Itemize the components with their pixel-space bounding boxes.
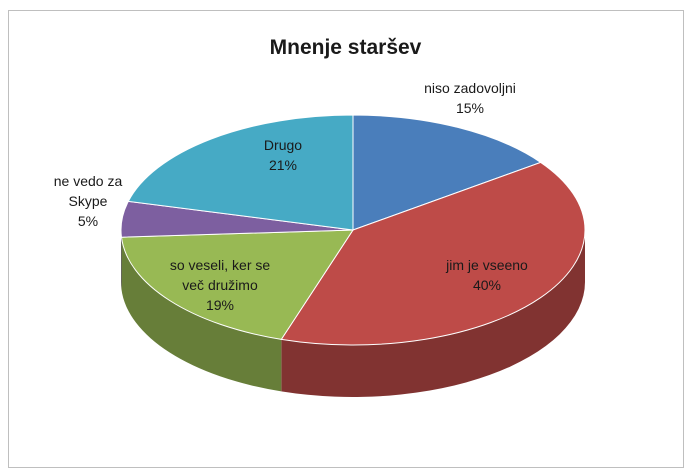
data-label-percent-so-veseli-ker-se-ve-dru-imo: 19% xyxy=(206,297,234,313)
data-label-drugo: Drugo xyxy=(264,137,302,153)
data-label-ne-vedo-za-skype: ne vedo za xyxy=(54,173,123,189)
data-label-so-veseli-ker-se-ve-dru-imo: so veseli, ker se xyxy=(170,257,271,273)
data-label-jim-je-vseeno: jim je vseeno xyxy=(445,257,528,273)
pie-slice-so-veseli-ker-se-ve-dru-imo xyxy=(120,229,354,340)
data-label-ne-vedo-za-skype: Skype xyxy=(69,193,108,209)
pie-slice-side-jim-je-vseeno xyxy=(281,230,585,397)
chart-title: Mnenje staršev xyxy=(269,36,422,59)
data-label-so-veseli-ker-se-ve-dru-imo: več družimo xyxy=(182,277,258,293)
pie-slice-niso-zadovoljni xyxy=(352,114,542,231)
pie-slice-side-so-veseli-ker-se-ve-dru-imo xyxy=(121,237,282,392)
data-label-niso-zadovoljni: niso zadovoljni xyxy=(424,80,516,96)
pie-slice-jim-je-vseeno xyxy=(280,161,586,346)
pie-slice-drugo xyxy=(127,114,354,231)
data-label-percent-ne-vedo-za-skype: 5% xyxy=(78,213,98,229)
data-label-percent-niso-zadovoljni: 15% xyxy=(456,100,484,116)
data-label-percent-jim-je-vseeno: 40% xyxy=(473,277,501,293)
data-label-percent-drugo: 21% xyxy=(269,157,297,173)
